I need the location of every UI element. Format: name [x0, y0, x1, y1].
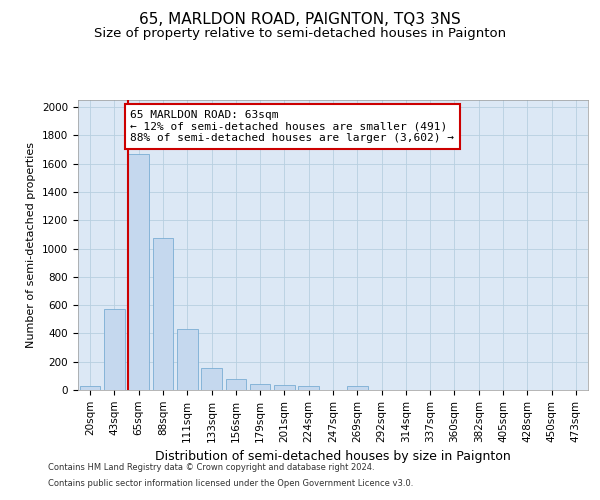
Text: 65 MARLDON ROAD: 63sqm
← 12% of semi-detached houses are smaller (491)
88% of se: 65 MARLDON ROAD: 63sqm ← 12% of semi-det…	[130, 110, 454, 143]
Bar	[128, 154, 149, 390]
Y-axis label: Number of semi-detached properties: Number of semi-detached properties	[26, 142, 37, 348]
Bar	[152, 238, 173, 390]
Bar	[298, 386, 319, 390]
X-axis label: Distribution of semi-detached houses by size in Paignton: Distribution of semi-detached houses by …	[155, 450, 511, 463]
Bar	[201, 368, 222, 390]
Bar	[80, 386, 100, 390]
Text: Contains public sector information licensed under the Open Government Licence v3: Contains public sector information licen…	[48, 478, 413, 488]
Bar	[347, 386, 368, 390]
Bar	[250, 384, 271, 390]
Bar	[177, 329, 197, 390]
Bar	[274, 385, 295, 390]
Text: Size of property relative to semi-detached houses in Paignton: Size of property relative to semi-detach…	[94, 28, 506, 40]
Bar	[226, 378, 246, 390]
Bar	[104, 310, 125, 390]
Text: Contains HM Land Registry data © Crown copyright and database right 2024.: Contains HM Land Registry data © Crown c…	[48, 464, 374, 472]
Text: 65, MARLDON ROAD, PAIGNTON, TQ3 3NS: 65, MARLDON ROAD, PAIGNTON, TQ3 3NS	[139, 12, 461, 28]
